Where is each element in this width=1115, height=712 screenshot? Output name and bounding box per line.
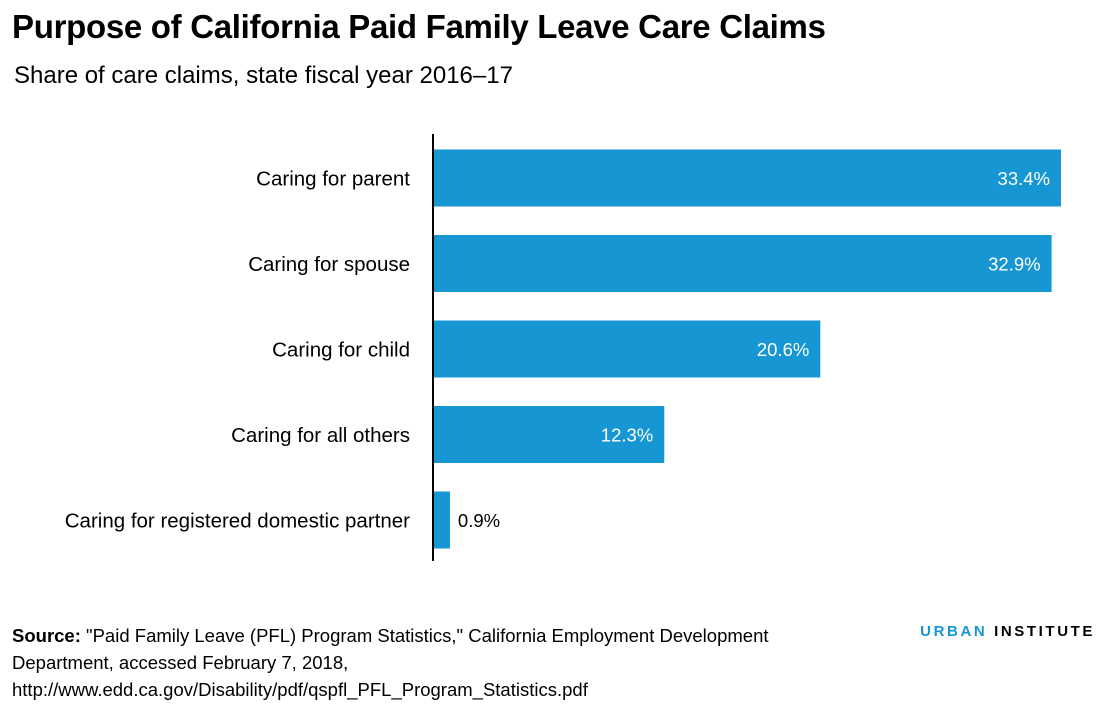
bar-0 (433, 149, 1061, 207)
value-label-4: 0.9% (458, 510, 500, 531)
logo-urban: URBAN (920, 623, 988, 640)
category-label-0: Caring for parent (256, 168, 410, 191)
urban-institute-logo: URBAN INSTITUTE (920, 623, 1095, 640)
category-label-3: Caring for all others (231, 424, 410, 447)
logo-institute: INSTITUTE (994, 623, 1095, 640)
source-label: Source: (12, 625, 81, 646)
category-label-2: Caring for child (272, 339, 410, 362)
category-label-1: Caring for spouse (248, 253, 410, 276)
bar-4 (433, 491, 450, 549)
category-label-4: Caring for registered domestic partner (65, 510, 410, 533)
value-label-3: 12.3% (601, 425, 653, 446)
source-note: Source: "Paid Family Leave (PFL) Program… (12, 622, 832, 703)
value-label-1: 32.9% (988, 254, 1040, 275)
value-label-2: 20.6% (757, 339, 809, 360)
source-text: "Paid Family Leave (PFL) Program Statist… (12, 625, 769, 700)
bar-1 (433, 235, 1052, 292)
bar-chart: Caring for parent 33.4% Caring for spouse 3… (65, 134, 1061, 561)
chart-title: Purpose of California Paid Family Leave … (12, 8, 826, 45)
bar-2 (433, 320, 821, 378)
value-label-0: 33.4% (998, 168, 1050, 189)
bar-3 (433, 406, 665, 463)
chart-subtitle: Share of care claims, state fiscal year … (14, 62, 513, 89)
